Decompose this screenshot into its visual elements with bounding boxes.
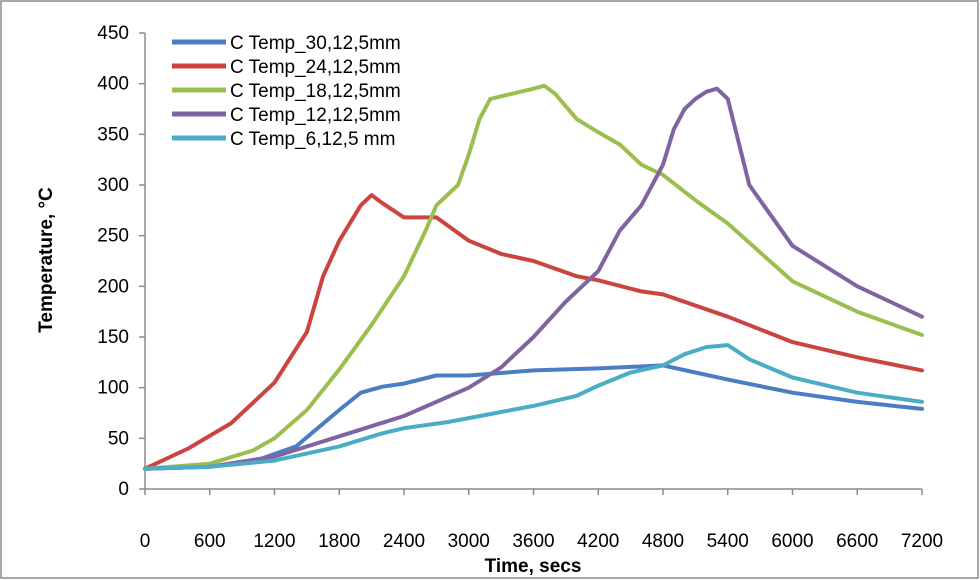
series-line-3 [143, 83, 924, 471]
x-tick-label: 0 [140, 531, 151, 552]
x-tick-label: 4200 [577, 531, 619, 552]
y-tick-label: 350 [97, 124, 129, 145]
x-tick-label: 1800 [318, 531, 360, 552]
series-line-2 [143, 193, 924, 471]
y-tick-label: 200 [97, 276, 129, 297]
x-tick-label: 2400 [383, 531, 425, 552]
x-axis-title: Time, secs [485, 556, 582, 577]
legend-label-1: C Temp_30,12,5mm [230, 33, 401, 54]
legend-label-3: C Temp_18,12,5mm [230, 81, 401, 102]
y-tick-label: 250 [97, 226, 129, 247]
x-tick-label: 4800 [642, 531, 684, 552]
x-tick-label: 3600 [512, 531, 554, 552]
y-tick-label: 400 [97, 74, 129, 95]
x-tick-label: 1200 [253, 531, 295, 552]
x-tick-label: 7200 [901, 531, 943, 552]
y-tick-label: 300 [97, 175, 129, 196]
y-tick-label: 150 [97, 327, 129, 348]
x-tick-label: 600 [194, 531, 226, 552]
y-tick-label: 450 [97, 23, 129, 44]
series-layer [143, 83, 924, 471]
series-line-4 [143, 86, 924, 471]
series-line-5 [143, 343, 924, 471]
series-line-1 [143, 363, 924, 471]
y-tick-label: 50 [108, 428, 129, 449]
x-tick-label: 6600 [836, 531, 878, 552]
y-tick-label: 100 [97, 378, 129, 399]
x-tick-label: 3000 [448, 531, 490, 552]
legend: C Temp_30,12,5mm C Temp_24,12,5mm C Temp_1… [172, 33, 401, 150]
y-axis-title: Temperature, °C [36, 187, 57, 333]
legend-label-2: C Temp_24,12,5mm [230, 57, 401, 78]
legend-label-5: C Temp_6,12,5 mm [230, 129, 395, 150]
legend-label-4: C Temp_12,12,5mm [230, 105, 401, 126]
y-tick-label: 0 [118, 479, 129, 500]
x-tick-label: 6000 [771, 531, 813, 552]
axes-layer: 0 50 100 150 200 250 300 350 400 450 0 600 1200 1800 2… [97, 23, 943, 552]
x-tick-label: 5400 [707, 531, 749, 552]
